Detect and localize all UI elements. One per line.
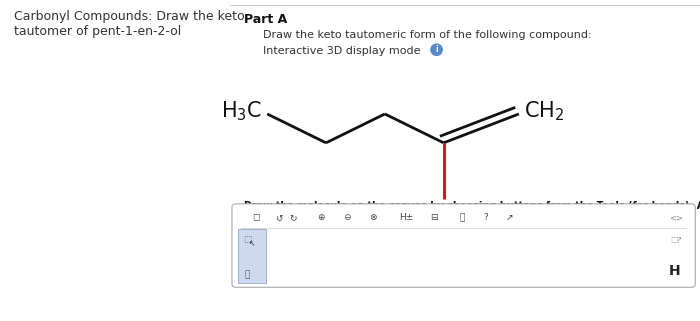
FancyBboxPatch shape xyxy=(238,229,266,283)
Text: Part A: Part A xyxy=(244,13,287,26)
Text: Carbonyl Compounds: Draw the keto
tautomer of pent-1-en-2-ol: Carbonyl Compounds: Draw the keto tautom… xyxy=(14,10,244,38)
Text: OH: OH xyxy=(424,207,458,227)
Text: H±: H± xyxy=(399,213,413,222)
FancyBboxPatch shape xyxy=(232,204,695,287)
Text: ↗: ↗ xyxy=(676,237,681,242)
Text: ◻: ◻ xyxy=(252,213,259,222)
Text: ⊟: ⊟ xyxy=(430,213,438,222)
Text: ↺: ↺ xyxy=(275,213,283,222)
Text: ⊕: ⊕ xyxy=(318,213,325,222)
Text: i: i xyxy=(435,45,438,54)
Text: Interactive 3D display mode: Interactive 3D display mode xyxy=(262,46,420,56)
Text: H: H xyxy=(668,264,680,278)
Text: ⊖: ⊖ xyxy=(344,213,351,222)
Text: ⊗: ⊗ xyxy=(370,213,377,222)
Text: ?: ? xyxy=(484,213,489,222)
Text: Draw the molecule on the canvas by choosing buttons from the Tools (for bonds), : Draw the molecule on the canvas by choos… xyxy=(244,201,700,211)
Text: toolbars. The single bond is active by default.: toolbars. The single bond is active by d… xyxy=(244,217,498,227)
Text: CH$_2$: CH$_2$ xyxy=(524,99,564,123)
Text: <>: <> xyxy=(669,213,683,222)
Text: ⓘ: ⓘ xyxy=(460,213,465,222)
Text: ⬚: ⬚ xyxy=(670,235,678,244)
Text: H$_3$C: H$_3$C xyxy=(221,99,262,123)
Text: ↗: ↗ xyxy=(505,213,513,222)
Text: Draw the keto tautomeric form of the following compound:: Draw the keto tautomeric form of the fol… xyxy=(262,30,592,40)
Text: ↻: ↻ xyxy=(289,213,297,222)
Text: ↖: ↖ xyxy=(249,239,256,248)
Text: ⬭: ⬭ xyxy=(245,270,250,279)
Text: ⬚: ⬚ xyxy=(243,235,252,244)
Ellipse shape xyxy=(431,44,442,56)
